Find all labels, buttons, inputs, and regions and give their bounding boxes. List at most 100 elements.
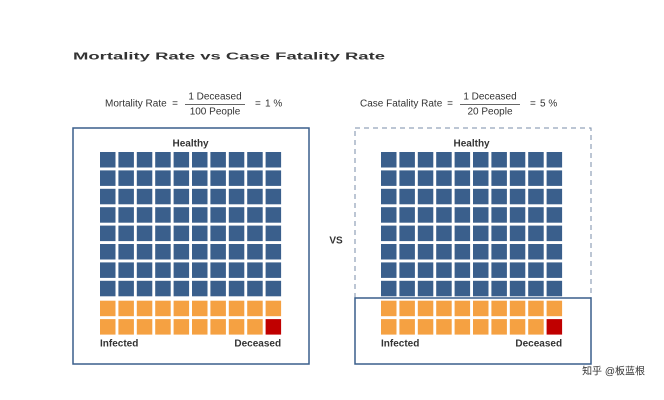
- person-square: [417, 244, 434, 260]
- person-square: [546, 280, 563, 297]
- person-square: [491, 262, 507, 278]
- person-square: [491, 280, 507, 297]
- person-square: [491, 225, 507, 242]
- person-square: [546, 170, 563, 186]
- formula-label: Mortality Rate: [105, 99, 167, 110]
- person-square: [192, 225, 208, 242]
- person-square: [454, 300, 471, 317]
- person-square: [473, 319, 489, 335]
- person-square: [118, 170, 134, 186]
- person-square: [247, 280, 263, 297]
- person-square: [210, 280, 226, 297]
- person-square: [417, 225, 434, 242]
- person-square: [247, 225, 263, 242]
- person-square: [528, 207, 544, 223]
- person-square: [118, 319, 134, 335]
- numerator: 1 Deceased: [463, 92, 516, 103]
- person-square: [417, 188, 434, 205]
- person-square: [155, 244, 171, 260]
- person-square: [155, 225, 171, 242]
- person-square: [192, 262, 208, 278]
- person-square: [381, 262, 397, 278]
- denominator: 100 People: [190, 107, 241, 118]
- person-square: [491, 244, 507, 260]
- person-square: [265, 152, 282, 168]
- person-square: [546, 300, 563, 317]
- person-square: [210, 188, 226, 205]
- person-square: [454, 319, 471, 335]
- person-square: [528, 280, 544, 297]
- person-square: [265, 280, 282, 297]
- person-square: [381, 244, 397, 260]
- person-square: [436, 280, 452, 297]
- person-square: [454, 188, 471, 205]
- result: 1 %: [265, 99, 282, 110]
- person-square: [136, 300, 153, 317]
- person-square: [247, 300, 263, 317]
- person-square: [436, 319, 452, 335]
- person-square: [454, 170, 471, 186]
- person-square: [454, 207, 471, 223]
- person-square: [509, 319, 526, 335]
- person-square: [173, 319, 190, 335]
- person-square: [436, 262, 452, 278]
- person-square: [155, 319, 171, 335]
- infected-label: Infected: [381, 339, 419, 350]
- person-square: [155, 280, 171, 297]
- person-square: [528, 300, 544, 317]
- person-square: [491, 170, 507, 186]
- person-square: [509, 280, 526, 297]
- vs-label: VS: [329, 236, 343, 247]
- person-square: [399, 207, 415, 223]
- person-square: [417, 170, 434, 186]
- person-square: [173, 300, 190, 317]
- person-square: [173, 207, 190, 223]
- person-square: [399, 170, 415, 186]
- person-square: [265, 262, 282, 278]
- person-square: [228, 280, 245, 297]
- person-square: [228, 319, 245, 335]
- person-square: [509, 262, 526, 278]
- person-square: [173, 170, 190, 186]
- person-square: [118, 244, 134, 260]
- person-square: [155, 300, 171, 317]
- person-square: [491, 207, 507, 223]
- person-square: [155, 188, 171, 205]
- person-square: [192, 319, 208, 335]
- person-square: [118, 225, 134, 242]
- person-square: [265, 300, 282, 317]
- person-square: [509, 207, 526, 223]
- person-square: [473, 225, 489, 242]
- person-square: [118, 152, 134, 168]
- person-square: [436, 225, 452, 242]
- person-square: [155, 152, 171, 168]
- person-square: [265, 188, 282, 205]
- person-square: [118, 262, 134, 278]
- person-square: [247, 152, 263, 168]
- person-square: [454, 280, 471, 297]
- person-square: [265, 207, 282, 223]
- deceased-label: Deceased: [234, 339, 281, 350]
- person-square: [381, 188, 397, 205]
- person-square: [436, 300, 452, 317]
- person-square: [509, 300, 526, 317]
- person-square: [436, 152, 452, 168]
- person-square: [417, 262, 434, 278]
- equals-sign: =: [530, 99, 536, 110]
- person-square: [509, 152, 526, 168]
- person-square: [454, 152, 471, 168]
- person-square: [381, 225, 397, 242]
- person-square: [399, 188, 415, 205]
- person-square: [100, 152, 116, 168]
- person-square: [546, 262, 563, 278]
- person-square: [473, 152, 489, 168]
- person-square: [546, 244, 563, 260]
- person-square: [136, 244, 153, 260]
- person-square: [528, 225, 544, 242]
- person-square: [381, 280, 397, 297]
- person-square: [228, 152, 245, 168]
- person-square: [546, 319, 563, 335]
- healthy-label: Healthy: [172, 139, 209, 150]
- person-square: [528, 319, 544, 335]
- person-square: [100, 319, 116, 335]
